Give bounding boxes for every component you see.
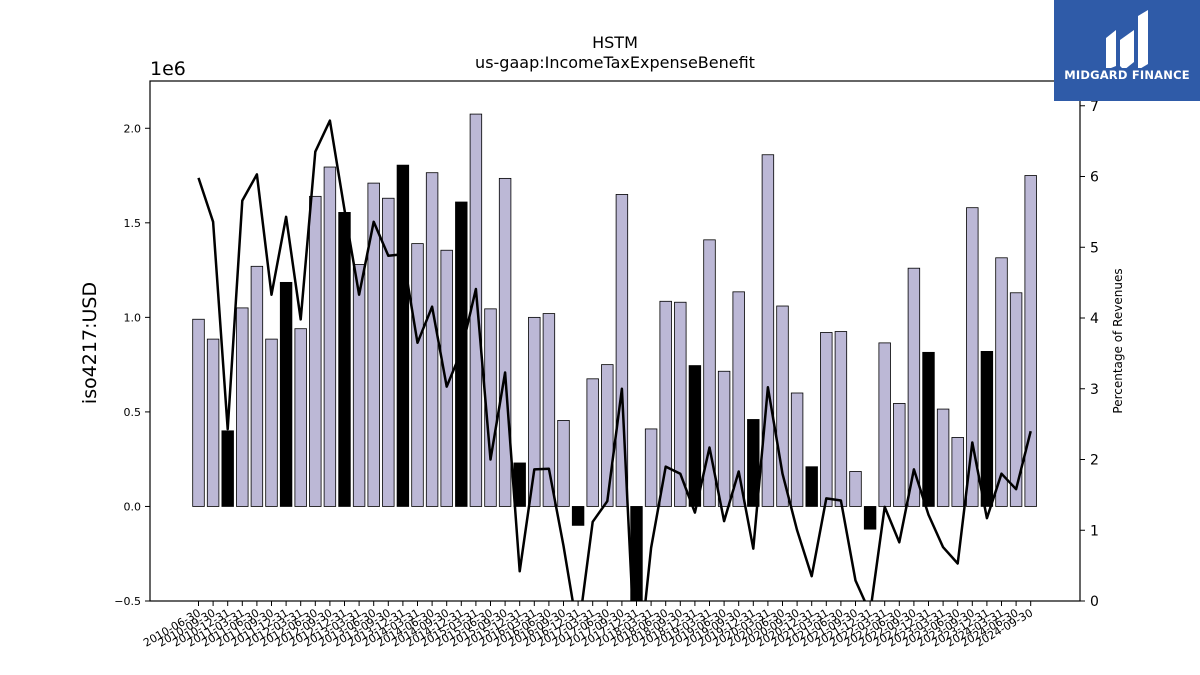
bar-2018-03-31 bbox=[644, 428, 658, 507]
y-tick-label: 1.5 bbox=[124, 217, 142, 230]
y-tick-label: 2.0 bbox=[124, 122, 142, 135]
bar-2011-06-30 bbox=[250, 265, 264, 507]
bar-2022-03-31 bbox=[878, 342, 891, 507]
bar-2014-09-30 bbox=[440, 249, 453, 507]
y-axis-label: iso4217:USD bbox=[79, 282, 101, 404]
bar-2024-09-30 bbox=[1024, 175, 1037, 507]
bar-2012-06-30 bbox=[309, 195, 322, 507]
y2-tick-label: 1 bbox=[1090, 523, 1099, 539]
bar-2010-06-30 bbox=[192, 318, 205, 507]
y-tick-label: 0.5 bbox=[124, 406, 142, 419]
bar-2011-09-30 bbox=[265, 338, 278, 507]
bar-2013-03-31 bbox=[352, 264, 366, 507]
y-tick-label: 1.0 bbox=[124, 311, 142, 324]
y-tick-label: 0.0 bbox=[124, 500, 142, 513]
tick-labels: −0.50.00.51.01.52.0012345672010-06-30201… bbox=[114, 99, 1099, 650]
y2-tick-label: 4 bbox=[1090, 311, 1099, 327]
bar-2023-12-31 bbox=[980, 350, 994, 507]
bar-2021-09-30 bbox=[849, 471, 862, 507]
chart-subtitle: us-gaap:IncomeTaxExpenseBenefit bbox=[475, 53, 755, 72]
bar-2012-12-31 bbox=[338, 212, 351, 507]
bar-2010-09-30 bbox=[206, 338, 220, 507]
bar-2024-06-30 bbox=[1009, 292, 1023, 507]
y-axis-multiplier: 1e6 bbox=[150, 58, 186, 80]
y2-tick-label: 5 bbox=[1090, 240, 1099, 256]
bar-2016-12-31 bbox=[571, 506, 585, 526]
y2-tick-label: 7 bbox=[1090, 99, 1099, 115]
bar-2023-06-30 bbox=[951, 437, 964, 507]
bar-2022-06-30 bbox=[893, 402, 906, 507]
y2-tick-label: 0 bbox=[1090, 594, 1099, 610]
bar-2021-12-31 bbox=[863, 506, 877, 530]
bar-2011-12-31 bbox=[279, 281, 293, 507]
bar-2021-06-30 bbox=[834, 331, 848, 507]
bar-2020-12-31 bbox=[805, 466, 818, 507]
chart-title: HSTM bbox=[592, 33, 638, 52]
bar-2021-03-31 bbox=[820, 332, 833, 507]
brand-logo: MIDGARD FINANCE bbox=[1054, 0, 1200, 101]
bar-2012-03-31 bbox=[294, 328, 307, 507]
logo-mark-icon bbox=[1106, 10, 1148, 68]
bar-2014-06-30 bbox=[425, 172, 439, 507]
bar-2017-03-31 bbox=[586, 378, 599, 507]
bar-2023-09-30 bbox=[966, 207, 979, 507]
bar-series bbox=[192, 113, 1037, 601]
bar-2012-09-30 bbox=[323, 166, 337, 507]
bar-2023-03-31 bbox=[936, 408, 950, 507]
bar-2020-09-30 bbox=[790, 392, 804, 507]
axes bbox=[145, 80, 1085, 606]
logo-text: MIDGARD FINANCE bbox=[1064, 68, 1190, 82]
bar-2016-06-30 bbox=[542, 313, 556, 507]
plot-frame bbox=[149, 80, 1081, 602]
y2-tick-label: 3 bbox=[1090, 382, 1099, 398]
bar-2015-09-30 bbox=[498, 177, 512, 507]
y-tick-label: −0.5 bbox=[114, 595, 141, 608]
bar-2018-12-31 bbox=[688, 365, 702, 507]
bar-2020-03-31 bbox=[761, 154, 775, 507]
bar-2017-06-30 bbox=[601, 364, 614, 507]
bar-2019-09-30 bbox=[732, 291, 745, 507]
bar-2016-09-30 bbox=[557, 420, 570, 507]
bar-2013-06-30 bbox=[367, 182, 380, 507]
line-percentage-of-revenues bbox=[197, 119, 1032, 601]
bar-2019-03-31 bbox=[703, 239, 716, 507]
bar-2019-06-30 bbox=[717, 370, 731, 507]
bar-2016-03-31 bbox=[528, 316, 541, 507]
bar-2017-09-30 bbox=[615, 194, 629, 507]
bar-2013-12-31 bbox=[396, 164, 410, 507]
bar-2010-12-31 bbox=[221, 430, 234, 507]
y2-tick-label: 2 bbox=[1090, 453, 1099, 469]
bar-2020-06-30 bbox=[776, 305, 789, 507]
y2-tick-label: 6 bbox=[1090, 170, 1099, 186]
bar-2015-06-30 bbox=[484, 308, 497, 507]
bar-2013-09-30 bbox=[382, 197, 395, 507]
bar-2022-09-30 bbox=[907, 267, 921, 507]
bar-2024-03-31 bbox=[995, 257, 1008, 507]
y2-axis-label: Percentage of Revenues bbox=[1111, 268, 1125, 413]
line-series bbox=[197, 119, 1032, 601]
bar-2011-03-31 bbox=[236, 307, 249, 507]
bar-2018-06-30 bbox=[659, 300, 672, 507]
bar-2022-12-31 bbox=[922, 351, 935, 507]
bar-2019-12-31 bbox=[747, 419, 760, 507]
bar-2014-03-31 bbox=[411, 243, 424, 507]
bar-2018-09-30 bbox=[674, 301, 687, 507]
